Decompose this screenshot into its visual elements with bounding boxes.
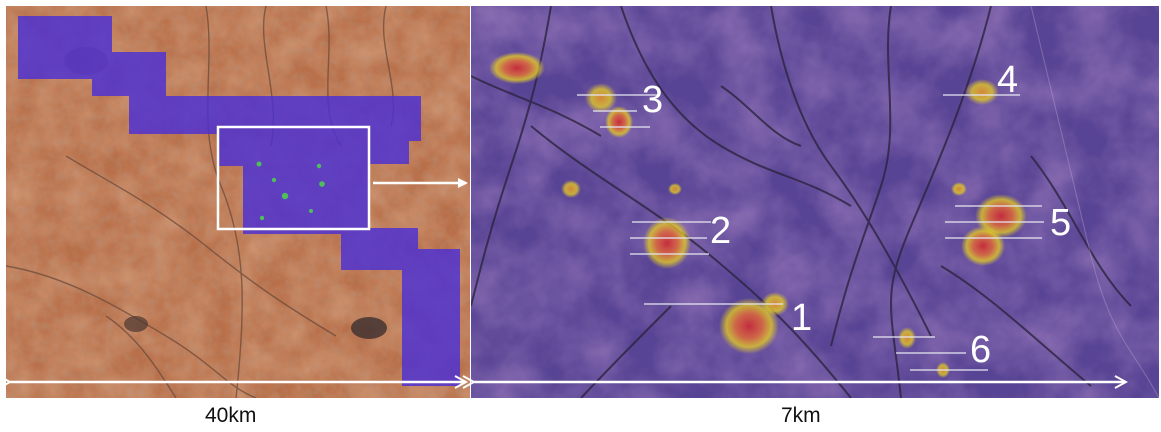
- anomaly-blob: [561, 180, 581, 198]
- anomaly-blob: [961, 226, 1005, 266]
- overview-scale-label: 40km: [205, 404, 257, 427]
- anomaly-blobs: [489, 52, 1027, 378]
- survey-area-overlay: [18, 16, 460, 386]
- detail-scale-label: 7km: [781, 404, 821, 427]
- outcrop: [124, 316, 148, 332]
- anomaly-blob: [585, 83, 617, 113]
- anomaly-blob: [719, 298, 779, 354]
- anomaly-specks: [256, 161, 325, 221]
- anomaly-blob: [898, 327, 916, 349]
- anomaly-blob: [668, 183, 682, 195]
- anomaly-blob: [605, 106, 633, 138]
- overview-satellite-image: [6, 6, 470, 398]
- anomaly-blob: [489, 52, 545, 84]
- anomaly-blob: [761, 292, 789, 316]
- terrain-texture: [471, 6, 1159, 398]
- anomaly-blob: [951, 182, 967, 196]
- drainage-network: [471, 6, 1132, 398]
- detail-satellite-image: [471, 6, 1159, 398]
- detail-map: [471, 6, 1159, 398]
- anomaly-blob: [936, 362, 950, 378]
- survey-tint: [471, 6, 1159, 398]
- overview-map: [6, 6, 470, 398]
- anomaly-blob: [965, 79, 999, 105]
- zoom-extent-box: [216, 125, 371, 231]
- outcrop: [351, 317, 387, 339]
- anomaly-blob: [643, 217, 691, 269]
- track: [1030, 6, 1159, 398]
